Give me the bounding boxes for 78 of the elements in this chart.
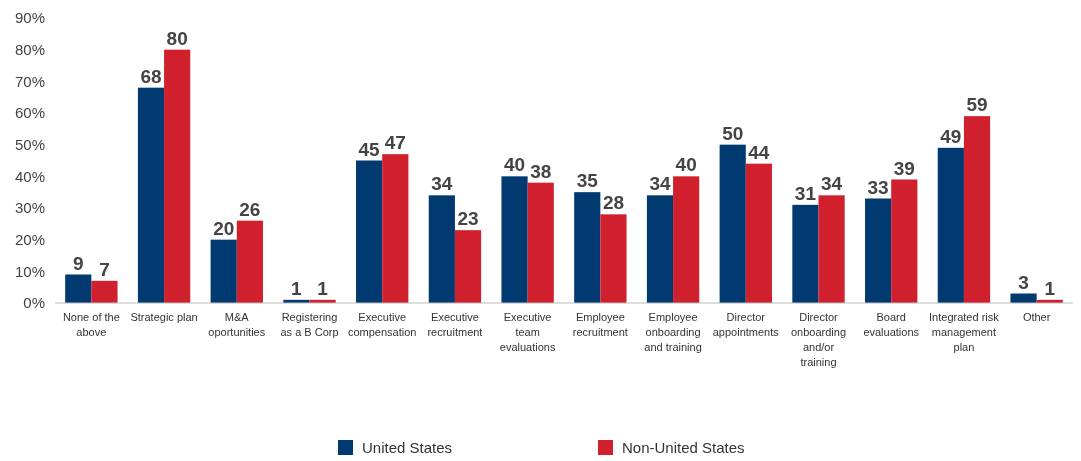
data-label: 26: [239, 198, 261, 220]
data-label: 1: [291, 277, 303, 299]
x-tick-label: Executive team evaluations: [499, 311, 556, 353]
y-tick-label: 80%: [14, 40, 45, 58]
data-label: 20: [213, 217, 235, 239]
data-label: 28: [602, 192, 625, 214]
bar: [91, 280, 118, 303]
x-tick-label: Director appointments: [712, 311, 780, 338]
y-tick-label: 90%: [14, 9, 45, 27]
y-tick-label: 60%: [14, 104, 45, 122]
legend-label: Non-United States: [622, 439, 745, 457]
bar: [236, 220, 263, 303]
data-label: 59: [966, 94, 988, 116]
data-label: 45: [358, 138, 381, 160]
data-label: 34: [649, 173, 671, 195]
data-label: 80: [166, 27, 188, 49]
x-tick-label: Board evaluations: [863, 311, 920, 338]
data-label: 3: [1018, 271, 1029, 293]
data-label: 31: [794, 182, 817, 204]
data-label: 7: [99, 258, 110, 280]
bar: [818, 195, 845, 303]
data-label: 68: [140, 65, 162, 87]
data-label: 50: [722, 122, 744, 144]
bar: [574, 192, 601, 303]
y-tick-label: 10%: [14, 262, 45, 280]
bar: [719, 144, 746, 303]
bar: [210, 239, 237, 303]
data-label: 44: [748, 141, 770, 163]
x-tick-label: Employee onboarding and training: [644, 311, 702, 353]
bar: [164, 49, 191, 303]
x-tick-label: Strategic plan: [130, 311, 198, 323]
y-tick-label: 0%: [23, 294, 45, 312]
bar: [137, 87, 165, 303]
bar: [428, 195, 455, 303]
bar: [745, 163, 772, 303]
x-tick-label: Integrated risk management plan: [929, 311, 1000, 353]
bar: [527, 182, 554, 303]
data-label: 33: [867, 176, 889, 198]
data-label: 34: [431, 173, 453, 195]
data-label: 1: [317, 277, 329, 299]
y-tick-label: 40%: [14, 167, 45, 185]
x-tick-label: None of the above: [62, 311, 120, 338]
data-label: 23: [457, 208, 479, 230]
bar: [454, 230, 482, 303]
data-label: 34: [821, 173, 843, 195]
y-tick-label: 50%: [14, 135, 45, 153]
y-tick-label: 30%: [14, 199, 45, 217]
x-tick-label: Director onboarding and/or training: [790, 311, 847, 368]
legend-label: United States: [362, 439, 453, 457]
bar: [937, 147, 964, 303]
y-tick-label: 20%: [14, 230, 45, 248]
x-tick-label: M&A oportunities: [208, 311, 266, 338]
bar: [600, 214, 627, 303]
data-label: 39: [893, 157, 915, 179]
bar: [891, 179, 918, 303]
x-tick-label: Registering as a B Corp: [280, 311, 339, 338]
bar: [963, 116, 991, 303]
bar: [501, 176, 528, 303]
data-label: 47: [384, 132, 406, 154]
x-tick-label: Executive recruitment: [427, 311, 483, 338]
data-label: 49: [940, 125, 962, 147]
data-label: 9: [72, 252, 84, 274]
data-label: 40: [503, 154, 526, 176]
data-label: 35: [576, 170, 599, 192]
bar: [382, 154, 409, 303]
bar: [673, 176, 700, 303]
x-tick-label: Executive compensation: [347, 311, 417, 338]
bar: [865, 198, 892, 303]
data-label: 40: [675, 154, 697, 176]
x-tick-label: Employee recruitment: [572, 311, 628, 338]
bar: [65, 274, 92, 303]
y-tick-label: 70%: [14, 72, 45, 90]
bar: [792, 204, 819, 303]
data-label: 1: [1044, 277, 1056, 299]
x-tick-label: Other: [1022, 311, 1051, 323]
data-label: 38: [530, 160, 552, 182]
bar: [646, 195, 674, 303]
bar: [356, 160, 383, 303]
